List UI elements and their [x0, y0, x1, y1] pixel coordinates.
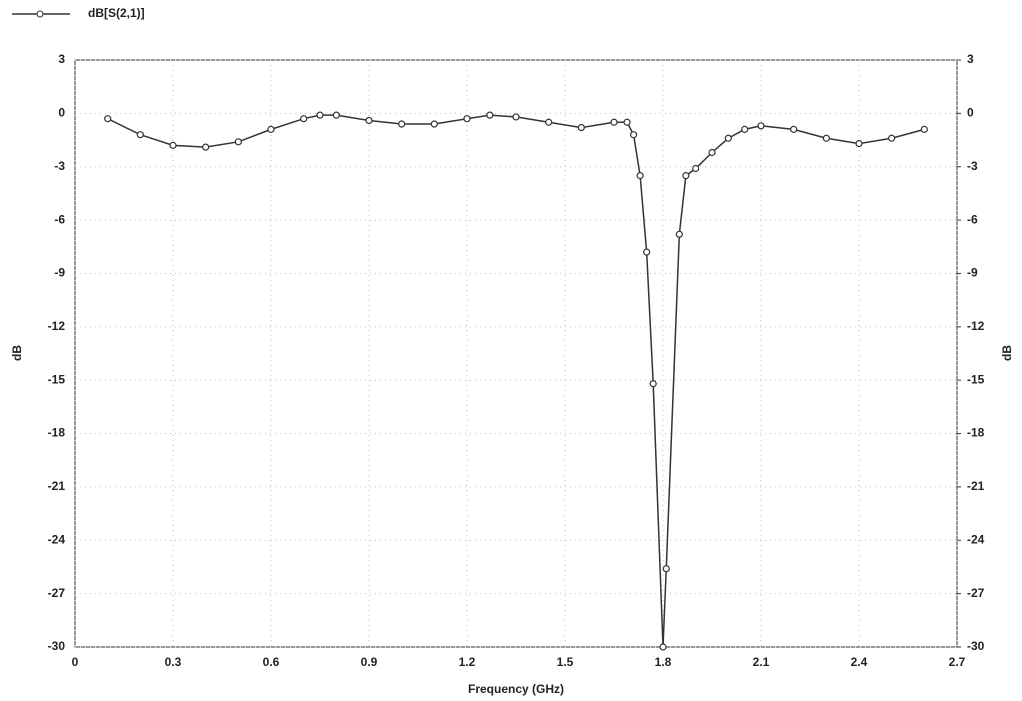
y2-tick-label: -18 — [967, 426, 985, 440]
data-point — [577, 123, 585, 132]
data-point — [790, 125, 798, 133]
data-point — [649, 380, 657, 388]
legend-label: dB[S(2,1)] — [88, 6, 145, 20]
data-point — [169, 141, 177, 149]
y2-tick-label: -30 — [967, 639, 985, 653]
data-point — [662, 565, 670, 573]
y-tick-label: -30 — [48, 639, 66, 653]
x-tick-label: 0.9 — [361, 655, 378, 669]
y-axis-label: dB — [10, 345, 24, 361]
data-point — [920, 125, 928, 133]
x-tick-label: 2.4 — [851, 655, 868, 669]
x-tick-label: 1.2 — [459, 655, 476, 669]
data-point — [675, 230, 683, 238]
x-tick-label: 1.8 — [655, 655, 672, 669]
data-point — [692, 164, 700, 173]
y-tick-label: -15 — [48, 372, 66, 386]
data-point — [300, 115, 308, 123]
y-tick-label: -24 — [48, 532, 66, 546]
x-tick-label: 1.5 — [557, 655, 574, 669]
data-point — [610, 118, 618, 126]
y-tick-label: 3 — [58, 52, 65, 66]
data-point — [316, 111, 324, 119]
y2-tick-label: -27 — [967, 586, 985, 600]
y2-tick-label: -9 — [967, 266, 978, 280]
data-point — [629, 131, 638, 139]
data-point — [104, 115, 112, 123]
data-point — [365, 116, 373, 125]
y-tick-label: 0 — [58, 106, 65, 120]
data-point — [267, 125, 275, 133]
y2-tick-label: -21 — [967, 479, 985, 493]
x-tick-label: 0 — [72, 655, 79, 669]
data-point — [234, 138, 242, 146]
y-tick-label: -21 — [48, 479, 66, 493]
series-line — [107, 114, 925, 648]
y2-axis-label: dB — [1000, 345, 1014, 361]
y2-tick-label: 0 — [967, 106, 974, 120]
data-point — [636, 172, 644, 180]
y2-tick-label: -24 — [967, 532, 985, 546]
x-axis-label: Frequency (GHz) — [468, 682, 564, 696]
data-point — [855, 140, 863, 148]
x-tick-label: 0.6 — [263, 655, 280, 669]
data-point — [512, 113, 520, 121]
data-point — [463, 115, 471, 123]
data-point — [724, 134, 732, 142]
data-point — [888, 134, 896, 142]
data-point — [430, 120, 438, 128]
y2-tick-label: -6 — [967, 212, 978, 226]
y-tick-label: -18 — [48, 426, 66, 440]
y-tick-label: -27 — [48, 586, 66, 600]
data-point — [741, 125, 749, 133]
y2-tick-label: 3 — [967, 52, 974, 66]
data-point — [486, 111, 494, 119]
y2-tick-label: -12 — [967, 319, 985, 333]
y2-tick-label: -15 — [967, 372, 985, 386]
data-point — [643, 248, 651, 256]
y-tick-label: -6 — [54, 212, 65, 226]
data-point — [708, 148, 716, 157]
data-point — [202, 143, 210, 151]
data-point — [623, 118, 631, 126]
x-tick-label: 2.1 — [753, 655, 770, 669]
data-point — [682, 172, 690, 180]
data-point — [332, 111, 340, 119]
data-point — [545, 118, 553, 126]
data-point — [398, 120, 406, 128]
data-point — [136, 131, 144, 139]
y-tick-label: -9 — [54, 266, 65, 280]
data-point — [822, 134, 830, 142]
y2-tick-label: -3 — [967, 159, 978, 173]
x-tick-label: 0.3 — [165, 655, 182, 669]
legend-marker — [36, 10, 44, 18]
y-tick-label: -12 — [48, 319, 66, 333]
data-point — [757, 122, 765, 130]
x-tick-label: 2.7 — [949, 655, 966, 669]
y-tick-label: -3 — [54, 159, 65, 173]
data-point — [659, 643, 667, 651]
